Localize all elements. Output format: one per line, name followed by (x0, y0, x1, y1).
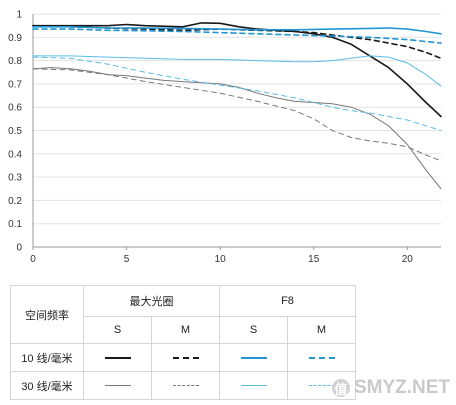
mtf-chart: 0 0.1 0.2 0.3 0.4 0.5 0.6 0.7 0.8 0.9 1 0 5 10 15 20 (8, 10, 442, 265)
legend-group-max-aperture: 最大光圈 (83, 285, 220, 317)
series-line-5 (32, 68, 442, 162)
legend-table: 空间频率 最大光圈 F8 S M S M 10 线/毫米 30 线/毫米 (10, 285, 356, 400)
chart-axes (32, 14, 441, 250)
chart-grid (33, 13, 441, 225)
y-tick-label: 0.9 (8, 33, 22, 44)
x-tick-label: 15 (308, 254, 320, 265)
y-tick-label: 0.3 (8, 173, 22, 184)
legend-row-30-label: 30 线/毫米 (10, 371, 84, 400)
x-tick-label: 20 (402, 254, 414, 265)
y-tick-labels: 0 0.1 0.2 0.3 0.4 0.5 0.6 0.7 0.8 0.9 1 (8, 10, 22, 254)
legend-swatch-blue-solid (240, 356, 267, 359)
y-tick-label: 0.6 (8, 103, 22, 114)
y-tick-label: 0.7 (8, 79, 22, 90)
legend-m-label: M (287, 316, 356, 344)
series-line-3 (32, 28, 442, 44)
y-tick-label: 0.5 (8, 126, 22, 137)
x-tick-label: 10 (215, 254, 227, 265)
series-line-6 (32, 55, 442, 87)
y-tick-label: 0.2 (8, 196, 22, 207)
series-line-4 (32, 67, 442, 190)
legend-header-frequency: 空间频率 (10, 285, 84, 344)
watermark-text: SMYZ.NET (353, 377, 450, 398)
watermark-badge: 值 (331, 379, 350, 397)
legend-row-10-label: 10 线/毫米 (10, 343, 84, 372)
series-line-1 (32, 24, 442, 60)
chart-series (32, 22, 442, 190)
legend-s-label: S (83, 316, 152, 344)
watermark: 值 SMYZ.NET (331, 377, 450, 399)
x-tick-label: 0 (30, 254, 36, 265)
legend-swatch-black-dashed (172, 356, 199, 359)
legend-group-f8: F8 (219, 285, 356, 317)
y-tick-label: 0.1 (8, 219, 22, 230)
legend-swatch-gray-solid (104, 385, 131, 387)
legend-swatch-black-solid (104, 356, 131, 359)
y-tick-label: 0 (16, 243, 22, 254)
y-tick-label: 0.8 (8, 56, 22, 67)
legend-swatch-gray-dashed (172, 385, 199, 387)
x-tick-labels: 0 5 10 15 20 (30, 254, 413, 265)
legend-swatch-blue-dashed (308, 356, 335, 359)
y-tick-label: 0.4 (8, 149, 22, 160)
y-tick-label: 1 (16, 10, 22, 21)
series-line-2 (32, 26, 442, 35)
x-tick-label: 5 (124, 254, 130, 265)
legend-s-label: S (219, 316, 288, 344)
series-line-7 (32, 56, 442, 131)
legend-swatch-lightblue-dashed (308, 385, 335, 387)
legend-swatch-lightblue-solid (240, 385, 267, 387)
legend-m-label: M (151, 316, 220, 344)
